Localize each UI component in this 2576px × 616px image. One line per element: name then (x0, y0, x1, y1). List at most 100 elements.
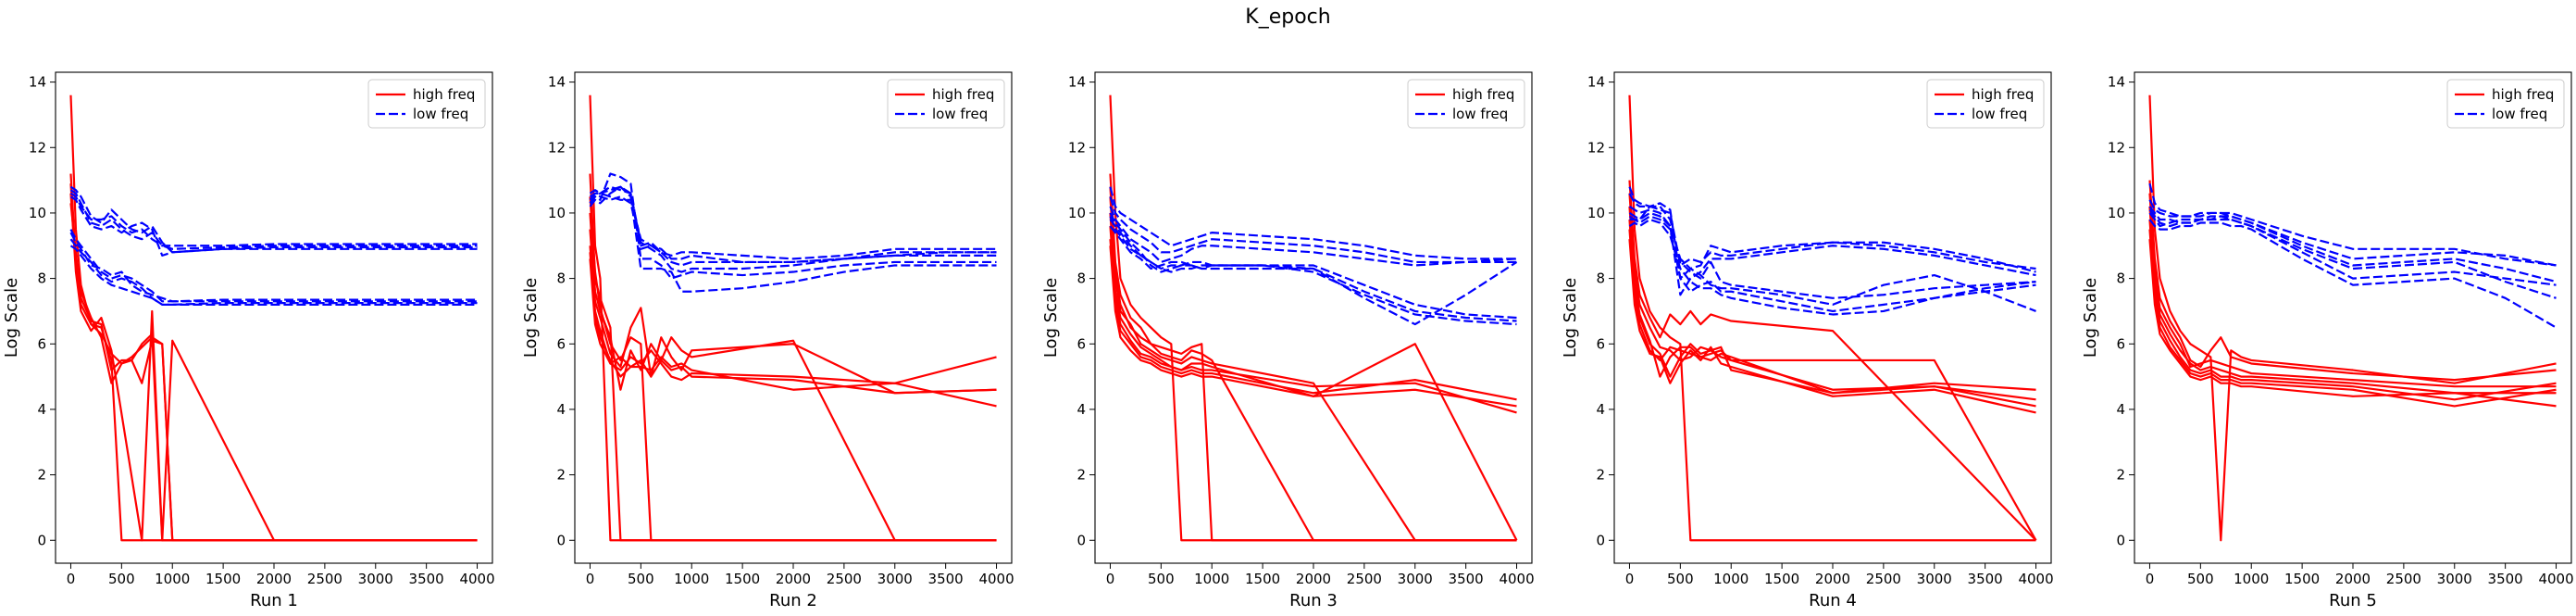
low-freq-line (69, 238, 478, 306)
high-freq-line (2148, 206, 2557, 395)
low-freq-line (2148, 206, 2557, 283)
y-tick-label: 12 (2108, 139, 2125, 156)
x-axis-label: Run 5 (2329, 591, 2377, 610)
low-freq-line (2148, 182, 2557, 267)
y-tick-label: 12 (29, 139, 46, 156)
y-tick-label: 8 (37, 270, 46, 287)
low-freq-line (589, 172, 997, 280)
y-tick-label: 14 (1068, 74, 1086, 91)
low-freq-line (1109, 225, 1518, 326)
x-tick-label: 2500 (2386, 571, 2421, 587)
y-tick-label: 2 (556, 467, 566, 484)
low-freq-line (1628, 205, 2036, 299)
legend-label: low freq (413, 106, 468, 122)
x-tick-label: 3000 (1917, 571, 1952, 587)
x-tick-label: 4000 (1499, 571, 1534, 587)
high-freq-line (2148, 180, 2557, 382)
legend-box (2446, 79, 2565, 129)
high-freq-line (1109, 94, 1517, 542)
x-tick-label: 0 (67, 571, 76, 587)
y-tick-label: 4 (37, 401, 46, 418)
high-freq-line (1109, 225, 1517, 414)
y-tick-label: 10 (548, 205, 566, 221)
x-tick-label: 3000 (877, 571, 913, 587)
y-tick-label: 2 (2116, 467, 2125, 484)
low-freq-line (1109, 216, 1517, 326)
x-tick-label: 1500 (205, 571, 241, 587)
y-axis-label: Log Scale (1561, 278, 1580, 358)
high-freq-line (1628, 239, 2036, 414)
x-tick-label: 3000 (2437, 571, 2472, 587)
low-freq-line (589, 185, 997, 293)
y-tick-label: 12 (1587, 139, 1605, 156)
high-freq-line (1109, 196, 1517, 542)
y-tick-label: 2 (37, 467, 46, 484)
low-freq-line (589, 185, 997, 260)
high-freq-line (1628, 180, 2037, 542)
x-tick-label: 500 (1148, 571, 1175, 587)
y-tick-label: 14 (2108, 74, 2125, 91)
y-tick-label: 10 (1068, 205, 1086, 221)
y-tick-label: 8 (1076, 270, 1086, 287)
x-tick-label: 4000 (978, 571, 1014, 587)
legend: high freq low freq (2446, 79, 2565, 129)
high-freq-line (69, 203, 478, 542)
x-tick-label: 3500 (928, 571, 964, 587)
high-freq-line (2148, 239, 2557, 408)
high-freq-line (1628, 219, 2036, 395)
series-group (589, 94, 997, 542)
y-tick-label: 4 (2116, 401, 2125, 418)
low-freq-line (1109, 186, 1517, 260)
subplot-3: 0 500 1000 1500 2000 2500 3000 3500 4000 0 2 4 6 8 10 1… (1041, 71, 1535, 610)
legend-label: high freq (1972, 86, 2034, 103)
subplot-2: 0 500 1000 1500 2000 2500 3000 3500 4000 0 2 4 6 8 10 1… (521, 71, 1014, 610)
x-tick-label: 3000 (1398, 571, 1433, 587)
x-tick-label: 2000 (1815, 571, 1850, 587)
y-axis-label: Log Scale (1041, 278, 1061, 358)
x-tick-label: 500 (1667, 571, 1694, 587)
y-tick-label: 12 (548, 139, 566, 156)
y-tick-label: 4 (556, 401, 566, 418)
x-tick-label: 1000 (1194, 571, 1229, 587)
high-freq-line (1628, 193, 2037, 541)
low-freq-line (1628, 205, 2036, 296)
series-group (69, 94, 478, 542)
x-tick-label: 2000 (776, 571, 811, 587)
y-tick-label: 0 (1596, 532, 1605, 548)
x-axis-label: Run 1 (250, 591, 298, 610)
x-axis-label: Run 2 (769, 591, 817, 610)
x-tick-label: 3500 (1449, 571, 1484, 587)
x-tick-label: 1500 (2284, 571, 2320, 587)
x-tick-label: 0 (586, 571, 595, 587)
low-freq-line (69, 185, 478, 254)
x-tick-label: 3000 (358, 571, 393, 587)
x-tick-label: 1500 (1245, 571, 1280, 587)
x-tick-label: 1500 (725, 571, 760, 587)
x-tick-label: 1000 (674, 571, 709, 587)
legend: high freq low freq (1407, 79, 1525, 129)
x-tick-label: 3500 (1968, 571, 2003, 587)
x-axis-label: Run 3 (1289, 591, 1338, 610)
y-tick-label: 14 (29, 74, 46, 91)
x-tick-label: 2000 (1296, 571, 1331, 587)
x-tick-label: 0 (2146, 571, 2155, 587)
x-tick-label: 3500 (2488, 571, 2523, 587)
x-axis-label: Run 4 (1809, 591, 1857, 610)
axes-frame (55, 71, 493, 564)
low-freq-line (1109, 206, 1517, 267)
y-axis-label: Log Scale (2, 278, 21, 358)
x-tick-label: 2500 (1347, 571, 1382, 587)
low-freq-line (2148, 208, 2557, 286)
y-tick-label: 14 (1587, 74, 1605, 91)
x-tick-label: 2500 (827, 571, 862, 587)
low-freq-line (2148, 212, 2557, 299)
x-tick-label: 2000 (256, 571, 292, 587)
low-freq-line (1628, 211, 2036, 312)
y-tick-label: 0 (556, 532, 566, 548)
y-tick-label: 2 (1596, 467, 1605, 484)
high-freq-line (1628, 206, 2036, 401)
y-tick-label: 0 (1076, 532, 1086, 548)
y-tick-label: 2 (1076, 467, 1086, 484)
low-freq-line (69, 232, 478, 303)
